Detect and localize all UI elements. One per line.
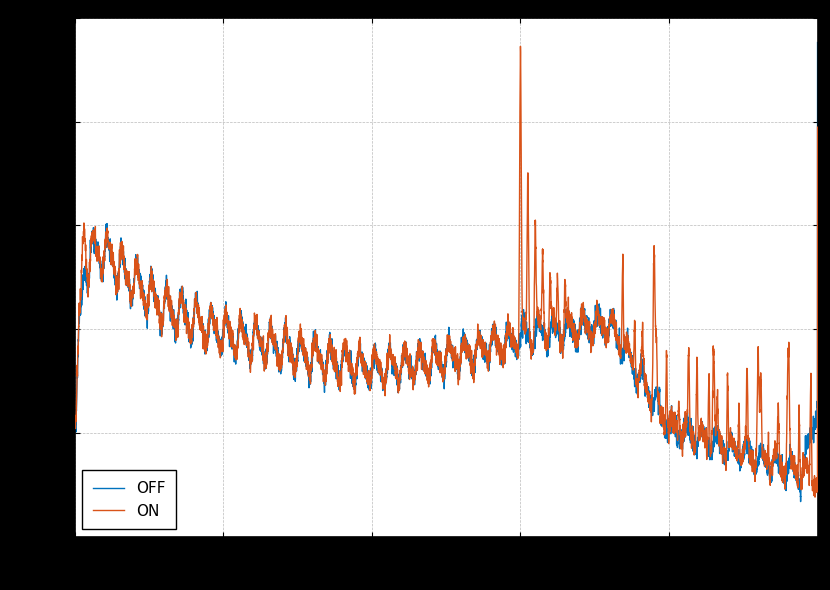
ON	[73, 350, 83, 357]
ON	[115, 268, 124, 275]
ON	[100, 241, 110, 248]
OFF	[100, 240, 110, 247]
OFF	[70, 428, 80, 435]
OFF	[813, 39, 823, 46]
OFF	[433, 350, 443, 358]
ON	[433, 351, 443, 358]
OFF	[774, 463, 784, 470]
Legend: OFF, ON: OFF, ON	[82, 470, 176, 529]
OFF	[215, 343, 225, 350]
ON	[813, 124, 823, 131]
OFF	[115, 271, 124, 278]
ON	[810, 493, 820, 500]
OFF	[796, 498, 806, 505]
OFF	[73, 352, 83, 359]
ON	[515, 43, 525, 50]
ON	[70, 425, 80, 432]
ON	[774, 399, 784, 407]
Line: OFF: OFF	[75, 42, 818, 502]
Line: ON: ON	[75, 47, 818, 497]
ON	[215, 354, 225, 361]
